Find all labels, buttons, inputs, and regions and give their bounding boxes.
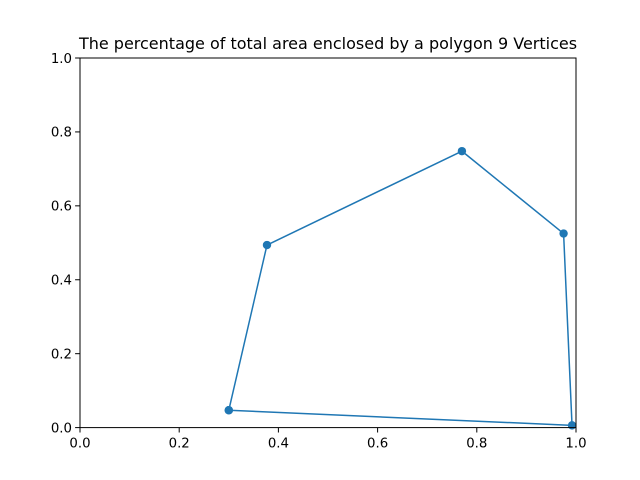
y-tick-label: 0.2 (51, 347, 72, 362)
data-point (262, 240, 272, 250)
data-point (224, 406, 233, 415)
x-tick-label: 0.4 (268, 437, 289, 452)
y-tick-label: 0.4 (51, 274, 72, 289)
y-tick-label: 0.6 (51, 200, 72, 215)
x-tick-label: 0.8 (466, 437, 487, 452)
axes-frame (79, 57, 577, 429)
data-point (567, 421, 577, 430)
x-tick-label: 0.0 (69, 437, 90, 452)
y-tick-label: 1.0 (51, 52, 72, 67)
chart-title: The percentage of total area enclosed by… (78, 34, 577, 53)
data-point (457, 146, 467, 156)
x-tick-label: 0.2 (169, 437, 190, 452)
y-tick-label: 0.0 (51, 421, 72, 436)
data-point (559, 229, 568, 238)
y-tick-label: 0.8 (51, 126, 72, 141)
series-line (228, 150, 573, 427)
x-tick-label: 0.6 (367, 437, 388, 452)
plot-area (224, 146, 577, 430)
x-tick-label: 1.0 (565, 437, 586, 452)
axis-ticks: 0.0 0.2 0.4 0.6 0.8 1.0 0.0 0.2 0.4 0.6 0.8 1.0 (51, 52, 587, 452)
